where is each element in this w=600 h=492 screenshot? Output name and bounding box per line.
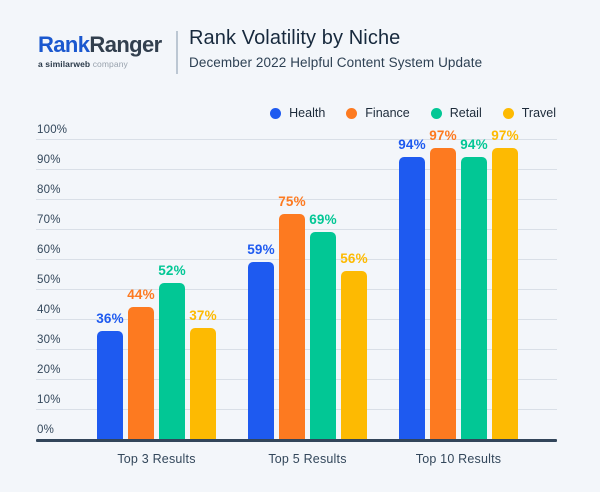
bar-retail: 52%: [158, 263, 186, 439]
travel-legend-dot-icon: [502, 107, 514, 119]
bar-value-label: 94%: [398, 137, 426, 152]
logo-brand-blue: Rank: [38, 32, 90, 57]
retail-legend-dot-icon: [430, 107, 442, 119]
bar-travel: 37%: [189, 308, 217, 439]
logo-tagline-light: company: [90, 59, 128, 69]
x-axis-category-label: Top 3 Results: [117, 452, 196, 466]
gridline-100: [36, 139, 557, 140]
chart-legend: Health Finance Retail Travel: [270, 106, 556, 120]
y-axis-tick-label: 40%: [37, 304, 61, 316]
bar-travel: 56%: [340, 251, 368, 439]
y-axis-tick-label: 30%: [37, 334, 61, 346]
x-axis-category-label: Top 5 Results: [268, 452, 347, 466]
page-subtitle: December 2022 Helpful Content System Upd…: [189, 55, 483, 70]
logo-brand-dark: Ranger: [89, 32, 162, 57]
bar-value-label: 37%: [189, 308, 217, 323]
legend-item-travel: Travel: [502, 106, 556, 120]
rankranger-logo: RankRanger a similarweb company: [38, 32, 162, 70]
y-axis-tick-label: 10%: [37, 394, 61, 406]
finance-legend-dot-icon: [346, 107, 358, 119]
y-axis-tick-label: 90%: [37, 154, 61, 166]
bar-value-label: 44%: [127, 287, 155, 302]
logo-wordmark: RankRanger: [38, 32, 162, 57]
bar-retail: 69%: [309, 212, 337, 439]
legend-label: Travel: [521, 106, 556, 120]
y-axis-tick-label: 70%: [37, 214, 61, 226]
bar-retail: 94%: [460, 137, 488, 439]
header: RankRanger a similarweb company Rank Vol…: [38, 27, 482, 74]
title-block: Rank Volatility by Niche December 2022 H…: [189, 27, 482, 70]
x-axis-category-label: Top 10 Results: [415, 452, 502, 466]
bar-health: 94%: [398, 137, 426, 439]
bar-value-label: 97%: [429, 128, 457, 143]
bar-finance: 75%: [278, 194, 306, 439]
bar-value-label: 97%: [491, 128, 519, 143]
page-title: Rank Volatility by Niche: [189, 27, 401, 49]
bar-value-label: 59%: [247, 242, 275, 257]
bar-travel: 97%: [491, 128, 519, 439]
logo-tagline-bold: a similarweb: [38, 59, 91, 69]
x-axis-line: [36, 439, 557, 442]
legend-item-health: Health: [270, 106, 325, 120]
gridline-80: [36, 199, 557, 200]
y-axis-tick-label: 20%: [37, 364, 61, 376]
bar-health: 36%: [96, 311, 124, 439]
legend-label: Finance: [365, 106, 410, 120]
bar-value-label: 75%: [278, 194, 306, 209]
bar-finance: 44%: [127, 287, 155, 439]
legend-item-retail: Retail: [430, 106, 482, 120]
logo-tagline: a similarweb company: [38, 59, 152, 69]
bar-finance: 97%: [429, 128, 457, 439]
gridline-90: [36, 169, 557, 170]
bar-health: 59%: [247, 242, 275, 439]
y-axis-tick-label: 0%: [37, 424, 55, 436]
header-divider: [176, 31, 178, 74]
y-axis-tick-label: 80%: [37, 184, 61, 196]
chart-plot-area: 0% 10% 20% 30% 40% 50% 60% 70% 80% 90% 100% 36% 44% 5…: [36, 124, 557, 466]
legend-label: Health: [289, 106, 326, 120]
y-axis-tick-label: 60%: [37, 244, 61, 256]
bar-value-label: 36%: [96, 311, 124, 326]
bar-value-label: 94%: [460, 137, 488, 152]
y-axis-tick-label: 50%: [37, 274, 61, 286]
bar-group-1: 36% 44% 52% 37%: [96, 139, 217, 439]
bar-value-label: 52%: [158, 263, 186, 278]
bar-value-label: 69%: [309, 212, 337, 227]
health-legend-dot-icon: [270, 107, 282, 119]
legend-label: Retail: [449, 106, 482, 120]
bar-value-label: 56%: [340, 251, 368, 266]
legend-item-finance: Finance: [346, 106, 410, 120]
y-axis-tick-label: 100%: [37, 124, 68, 136]
bar-group-3: 94% 97% 94% 97%: [398, 128, 519, 439]
bar-group-2: 59% 75% 69% 56%: [247, 139, 368, 439]
